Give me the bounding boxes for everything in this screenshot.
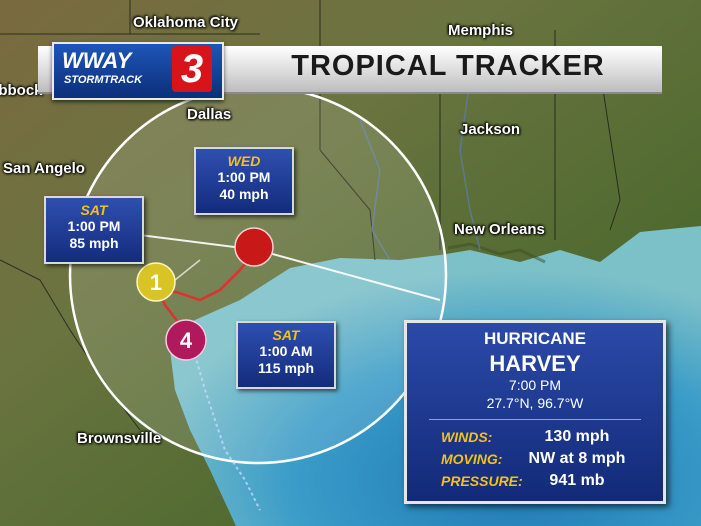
rivers	[359, 79, 481, 261]
city-label: Oklahoma City	[133, 14, 239, 31]
storm-time: 7:00 PM	[508, 377, 562, 393]
moving-value: NW at 8 mph	[528, 450, 626, 467]
forecast-box-wed: WED 1:00 PM 40 mph	[194, 147, 294, 215]
logo-channel: 3	[172, 46, 212, 92]
storm-category-1-label: 1	[150, 270, 162, 295]
forecast-time: 1:00 PM	[67, 218, 121, 234]
storm-info-panel: HURRICANE HARVEY 7:00 PM 27.7°N, 96.7°W …	[404, 320, 666, 504]
title-banner: TROPICAL TRACKER WWAY STORMTRACK 3	[38, 42, 662, 100]
forecast-speed: 115 mph	[257, 360, 315, 376]
moving-label: MOVING:	[441, 451, 503, 467]
storm-type: HURRICANE	[484, 329, 586, 348]
station-logo: WWAY STORMTRACK 3	[52, 42, 224, 100]
city-label: Brownsville	[77, 430, 162, 447]
logo-subtitle: STORMTRACK	[64, 74, 143, 86]
storm-icon-category-4: 4	[165, 319, 207, 361]
winds-label: WINDS:	[441, 429, 493, 445]
storm-icon-category-1: 1	[136, 262, 176, 302]
city-label: New Orleans	[454, 221, 545, 238]
pressure-label: PRESSURE:	[441, 473, 523, 489]
storm-name: HARVEY	[489, 351, 581, 376]
city-label: Memphis	[448, 22, 514, 39]
forecast-box-sat-am: SAT 1:00 AM 115 mph	[236, 321, 336, 389]
forecast-day: SAT	[272, 327, 300, 343]
banner-title: TROPICAL TRACKER	[291, 50, 605, 82]
forecast-time: 1:00 PM	[217, 169, 271, 185]
forecast-speed: 85 mph	[69, 235, 119, 251]
city-label: Lubbock	[0, 82, 43, 99]
forecast-day: SAT	[80, 202, 108, 218]
logo-station: WWAY	[62, 48, 132, 73]
forecast-time: 1:00 AM	[259, 343, 313, 359]
storm-category-4-label: 4	[180, 328, 193, 353]
city-label: San Angelo	[3, 160, 85, 177]
pressure-value: 941 mb	[549, 472, 605, 489]
past-track	[194, 354, 261, 511]
forecast-day: WED	[227, 153, 261, 169]
divider	[429, 419, 641, 420]
storm-coordinates: 27.7°N, 96.7°W	[486, 395, 584, 411]
forecast-cone	[68, 85, 448, 465]
city-label: Jackson	[460, 121, 521, 138]
forecast-box-sat-pm: SAT 1:00 PM 85 mph	[44, 196, 144, 264]
winds-value: 130 mph	[544, 428, 610, 445]
storm-icon-tropical	[234, 227, 274, 267]
city-label: Dallas	[187, 106, 232, 123]
forecast-speed: 40 mph	[219, 186, 269, 202]
